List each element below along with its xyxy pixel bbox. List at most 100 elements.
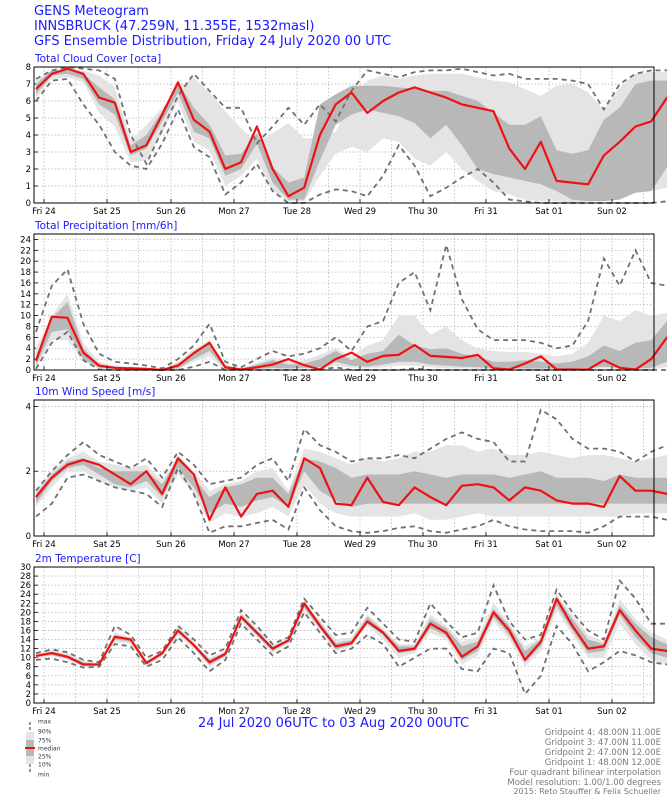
gridinfo-line: Model resolution: 1.00/1.00 degrees bbox=[507, 778, 661, 788]
max-line bbox=[35, 241, 667, 370]
y-tick-label: 4 bbox=[26, 344, 31, 354]
legend-label: max bbox=[38, 719, 52, 726]
x-tick-label: Wed 29 bbox=[344, 207, 376, 217]
y-tick-label: 10 bbox=[20, 312, 31, 322]
panel-0: Total Cloud Cover [octa] 0 1 2 3 4 5 6 7 8 Fri 24 S… bbox=[26, 53, 667, 217]
panel-frame bbox=[33, 233, 655, 371]
y-tick-label: 14 bbox=[20, 636, 31, 646]
panel-title: 10m Wind Speed [m/s] bbox=[35, 386, 155, 398]
legend-label: min bbox=[38, 772, 50, 779]
x-tick-label: Sat 25 bbox=[93, 707, 120, 717]
x-tick-label: Wed 29 bbox=[344, 540, 376, 550]
y-tick-label: 24 bbox=[20, 590, 31, 600]
y-tick-label: 14 bbox=[20, 290, 31, 300]
x-tick-label: Sat 01 bbox=[535, 540, 562, 550]
x-tick-label: Mon 27 bbox=[218, 707, 249, 717]
panel-frame bbox=[33, 66, 655, 204]
y-tick-label: 2 bbox=[26, 165, 31, 175]
band-25-75 bbox=[36, 70, 667, 202]
y-tick-label: 2 bbox=[26, 355, 31, 365]
y-tick-label: 6 bbox=[26, 672, 31, 682]
median-line bbox=[35, 597, 667, 666]
gridinfo-line: Gridpoint 4: 48.00N 11.00E bbox=[544, 728, 661, 738]
x-tick-label: Fri 24 bbox=[32, 374, 56, 384]
x-tick-label: Sat 01 bbox=[535, 707, 562, 717]
median-line bbox=[35, 67, 667, 198]
x-tick-label: Sun 26 bbox=[156, 374, 186, 384]
band-10-90 bbox=[36, 293, 667, 370]
x-tick-label: Fri 31 bbox=[474, 540, 498, 550]
x-tick-label: Tue 28 bbox=[282, 540, 311, 550]
x-tick-label: Sun 26 bbox=[156, 540, 186, 550]
panel-3: 2m Temperature [C]0246810121416182022242… bbox=[20, 553, 667, 717]
legend-label: 25% bbox=[38, 754, 52, 761]
gridinfo-line: Four quadrant bilinear interpolation bbox=[509, 768, 661, 778]
x-tick-label: Wed 29 bbox=[344, 374, 376, 384]
y-tick-label: 8 bbox=[26, 663, 31, 673]
x-tick-label: Sun 26 bbox=[156, 207, 186, 217]
x-tick-label: Sat 25 bbox=[93, 540, 120, 550]
min-line bbox=[35, 77, 667, 204]
x-tick-label: Sun 02 bbox=[597, 207, 627, 217]
y-tick-label: 30 bbox=[20, 563, 31, 573]
y-tick-label: 18 bbox=[20, 268, 31, 278]
x-tick-label: Sat 01 bbox=[535, 374, 562, 384]
min-line bbox=[35, 610, 667, 696]
y-tick-label: 6 bbox=[26, 333, 31, 343]
x-tick-label: Sat 01 bbox=[535, 207, 562, 217]
gridpoint-info: Gridpoint 4: 48.00N 11.00E Gridpoint 3: … bbox=[507, 728, 661, 788]
y-tick-label: 24 bbox=[20, 235, 31, 245]
y-tick-label: 20 bbox=[20, 608, 31, 618]
legend-label: 90% bbox=[38, 729, 52, 736]
x-tick-label: Tue 28 bbox=[282, 707, 311, 717]
x-tick-label: Sun 26 bbox=[156, 707, 186, 717]
y-tick-label: 4 bbox=[26, 402, 31, 412]
x-tick-label: Thu 30 bbox=[407, 707, 437, 717]
x-tick-label: Tue 28 bbox=[282, 374, 311, 384]
y-tick-label: 20 bbox=[20, 257, 31, 267]
y-tick-label: 26 bbox=[20, 581, 31, 591]
y-tick-label: 10 bbox=[20, 654, 31, 664]
gridinfo-line: Gridpoint 2: 47.00N 12.00E bbox=[544, 748, 661, 758]
x-tick-label: Sun 02 bbox=[597, 540, 627, 550]
legend-label: median bbox=[38, 746, 61, 753]
x-tick-label: Sat 25 bbox=[93, 374, 120, 384]
y-tick-label: 3 bbox=[26, 148, 31, 158]
x-tick-label: Fri 24 bbox=[32, 207, 56, 217]
x-tick-label: Tue 28 bbox=[282, 207, 311, 217]
y-tick-label: 16 bbox=[20, 626, 31, 636]
x-tick-label: Sat 25 bbox=[93, 207, 120, 217]
run-info-line: GFS Ensemble Distribution, Friday 24 Jul… bbox=[34, 34, 392, 49]
y-tick-label: 12 bbox=[20, 645, 31, 655]
panel-1: Total Precipitation [mm/6h]0246810121416… bbox=[20, 220, 667, 384]
y-tick-label: 16 bbox=[20, 279, 31, 289]
y-tick-label: 4 bbox=[26, 681, 31, 691]
band-25-75 bbox=[36, 302, 667, 370]
max-line bbox=[35, 66, 667, 166]
x-tick-label: Thu 30 bbox=[407, 540, 437, 550]
panel-title: Total Cloud Cover [octa] bbox=[34, 53, 161, 65]
credit-text: 2015: Reto Stauffer & Felix Schueller bbox=[513, 787, 661, 796]
y-tick-label: 0 bbox=[26, 199, 31, 209]
x-tick-label: Fri 24 bbox=[32, 540, 56, 550]
x-tick-label: Fri 31 bbox=[474, 374, 498, 384]
y-tick-label: 8 bbox=[26, 322, 31, 332]
y-tick-label: 0 bbox=[26, 699, 31, 709]
max-line bbox=[35, 408, 667, 492]
y-tick-label: 28 bbox=[20, 572, 31, 582]
x-tick-label: Sun 02 bbox=[597, 707, 627, 717]
panel-title: 2m Temperature [C] bbox=[35, 553, 141, 565]
y-tick-label: 0 bbox=[26, 532, 31, 542]
gridinfo-line: Gridpoint 1: 48.00N 12.00E bbox=[544, 758, 661, 768]
panel-2: 10m Wind Speed [m/s] 0 2 4 Fri 24 Sat 25 Sun 2… bbox=[26, 386, 667, 550]
panel-title: Total Precipitation [mm/6h] bbox=[34, 220, 177, 232]
legend-label: 75% bbox=[38, 738, 52, 745]
min-line bbox=[35, 466, 667, 534]
panel-frame bbox=[33, 566, 655, 704]
panel-frame bbox=[33, 399, 655, 537]
date-range: 24 Jul 2020 06UTC to 03 Aug 2020 00UTC bbox=[197, 716, 470, 731]
y-tick-label: 4 bbox=[26, 131, 31, 141]
y-tick-label: 6 bbox=[26, 97, 31, 107]
